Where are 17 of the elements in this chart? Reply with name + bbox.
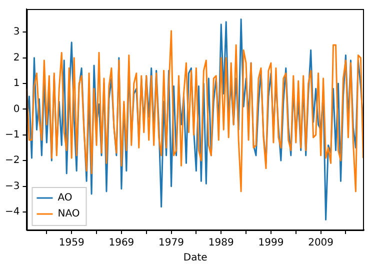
y-tick-label: −1 xyxy=(4,130,20,141)
y-tick-label: −2 xyxy=(4,155,20,166)
y-tick-label: 1 xyxy=(13,78,20,90)
x-tick-label: 1989 xyxy=(208,238,234,249)
x-tick-label: 1959 xyxy=(58,238,84,249)
legend-label: NAO xyxy=(58,208,80,220)
legend-label: AO xyxy=(58,192,72,204)
x-tick-label: 1969 xyxy=(108,238,134,249)
x-tick-label: 1999 xyxy=(258,238,284,249)
x-tick-label: 2009 xyxy=(308,238,334,249)
x-axis-title: Date xyxy=(183,252,208,264)
y-tick-label: 0 xyxy=(13,104,20,115)
y-tick-label: 2 xyxy=(13,52,20,64)
y-tick-label: −3 xyxy=(4,180,20,192)
x-tick-label: 1979 xyxy=(158,238,184,249)
y-tick-label: 3 xyxy=(13,26,20,38)
y-tick-label: −4 xyxy=(4,206,20,218)
